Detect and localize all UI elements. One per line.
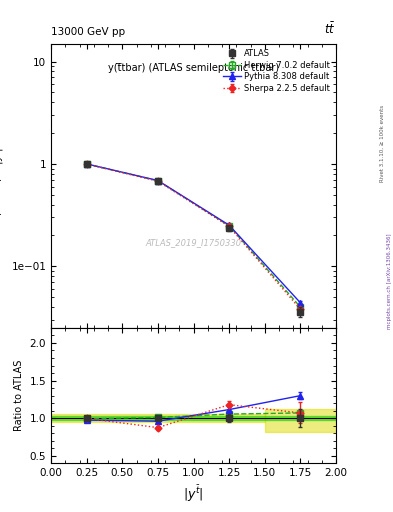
Text: y(t̅tbar) (ATLAS semileptonic ttbar): y(t̅tbar) (ATLAS semileptonic ttbar) <box>108 63 279 73</box>
Text: Rivet 3.1.10, ≥ 100k events: Rivet 3.1.10, ≥ 100k events <box>380 105 384 182</box>
Legend: ATLAS, Herwig 7.0.2 default, Pythia 8.308 default, Sherpa 2.2.5 default: ATLAS, Herwig 7.0.2 default, Pythia 8.30… <box>221 48 332 95</box>
Text: $t\bar{t}$: $t\bar{t}$ <box>325 22 336 37</box>
Text: 13000 GeV pp: 13000 GeV pp <box>51 27 125 37</box>
Y-axis label: 1 / $\sigma$ d$\sigma$ / d $|y^{\bar{t}}|$: 1 / $\sigma$ d$\sigma$ / d $|y^{\bar{t}}… <box>0 147 6 224</box>
Y-axis label: Ratio to ATLAS: Ratio to ATLAS <box>14 360 24 431</box>
X-axis label: $|y^{\bar{t}}|$: $|y^{\bar{t}}|$ <box>183 484 204 504</box>
Text: ATLAS_2019_I1750330: ATLAS_2019_I1750330 <box>145 238 242 247</box>
Text: mcplots.cern.ch [arXiv:1306.3436]: mcplots.cern.ch [arXiv:1306.3436] <box>387 234 392 329</box>
